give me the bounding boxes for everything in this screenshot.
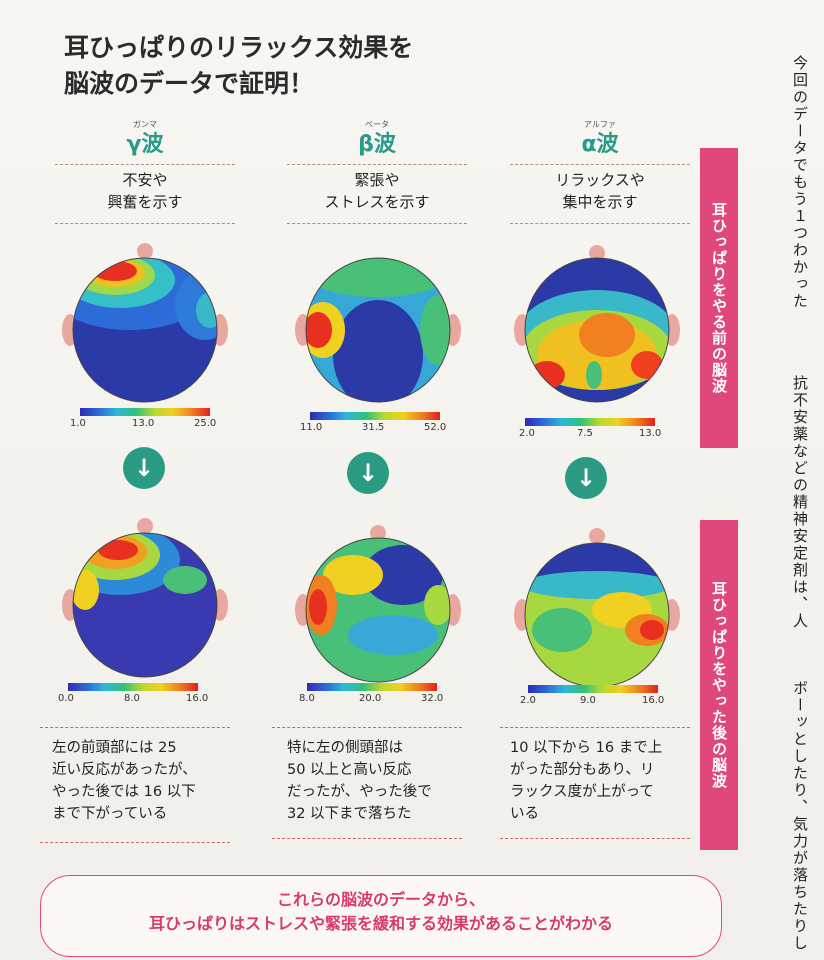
scale-mid: 31.5 [362, 422, 385, 433]
divider [510, 164, 690, 165]
alpha-after-brain-map [512, 520, 682, 695]
scale-min: 0.0 [58, 693, 74, 704]
gamma-ruby: ガンマ [133, 120, 157, 129]
headline-line-2: 脳波のデータで証明！ [64, 69, 315, 98]
alpha-after-scale: 2.0 9.0 16.0 [518, 685, 678, 713]
alpha-caption: 10 以下から 16 まで上 がった部分もあり、リ ラックス度が上がって いる [510, 740, 663, 822]
scale-max: 16.0 [642, 695, 665, 706]
scale-mid: 9.0 [580, 695, 596, 706]
beta-after-brain-map [293, 515, 463, 690]
arrow-down-icon: ↓ [347, 452, 389, 494]
alpha-ruby: アルファ [584, 120, 616, 129]
color-scale-bar [307, 683, 437, 691]
before-band-label: 耳ひっぱりをやる前の脳波 [700, 148, 738, 448]
color-scale-bar [68, 683, 198, 691]
alpha-column-header: アルファ α波 リラックスや 集中を示す [500, 120, 700, 228]
divider [287, 164, 467, 165]
beta-before-scale: 11.0 31.5 52.0 [300, 412, 460, 440]
side-text-1: 今回のデータでもう１つわかった [791, 55, 809, 310]
gamma-description: 不安や 興奮を示す [107, 171, 183, 211]
divider [287, 223, 467, 224]
color-scale-bar [528, 685, 658, 693]
arrow-down-icon: ↓ [565, 457, 607, 499]
scale-min: 1.0 [70, 418, 86, 429]
divider [40, 842, 230, 843]
color-scale-bar [80, 408, 210, 416]
beta-wave-name: β波 [358, 132, 396, 157]
beta-column-header: ベータ β波 緊張や ストレスを示す [277, 120, 477, 228]
color-scale-bar [310, 412, 440, 420]
divider [272, 838, 462, 839]
conclusion-line-2: 耳ひっぱりはストレスや緊張を緩和する効果があることがわかる [148, 914, 613, 933]
scale-mid: 8.0 [124, 693, 140, 704]
gamma-before-scale: 1.0 13.0 25.0 [70, 408, 230, 436]
color-scale-bar [525, 418, 655, 426]
conclusion-line-1: これらの脳波のデータから、 [276, 890, 485, 909]
scale-min: 11.0 [300, 422, 323, 433]
gamma-wave-name: γ波 [126, 132, 164, 157]
side-text-2: 抗不安薬などの精神安定剤は、人 [791, 375, 809, 630]
scale-mid: 13.0 [132, 418, 155, 429]
divider [55, 223, 235, 224]
alpha-description: リラックスや 集中を示す [555, 171, 645, 211]
beta-before-brain-map [293, 235, 463, 410]
scale-max: 25.0 [194, 418, 217, 429]
divider [40, 727, 230, 728]
alpha-before-brain-map [512, 235, 682, 410]
beta-after-scale: 8.0 20.0 32.0 [297, 683, 457, 711]
scale-max: 52.0 [424, 422, 447, 433]
divider [500, 838, 690, 839]
gamma-column-header: ガンマ γ波 不安や 興奮を示す [45, 120, 245, 228]
arrow-down-icon: ↓ [123, 447, 165, 489]
conclusion-box: これらの脳波のデータから、 耳ひっぱりはストレスや緊張を緩和する効果があることが… [40, 875, 722, 957]
scale-max: 32.0 [421, 693, 444, 704]
beta-caption: 特に左の側頭部は 50 以上と高い反応 だったが、やった後で 32 以下まで落ち… [287, 740, 432, 822]
gamma-before-brain-map [60, 235, 230, 410]
scale-min: 8.0 [299, 693, 315, 704]
scale-max: 16.0 [186, 693, 209, 704]
gamma-after-brain-map [60, 510, 230, 685]
scale-mid: 20.0 [359, 693, 382, 704]
side-text-3: ボーッとしたり、気力が落ちたりし [791, 680, 809, 952]
beta-ruby: ベータ [365, 120, 389, 129]
article-headline: 耳ひっぱりのリラックス効果を 脳波のデータで証明！ [64, 30, 484, 102]
gamma-caption: 左の前頭部には 25 近い反応があったが、 やった後では 16 以下 まで下がっ… [52, 740, 197, 822]
divider [510, 223, 690, 224]
scale-min: 2.0 [519, 428, 535, 439]
after-band-label: 耳ひっぱりをやった後の脳波 [700, 520, 738, 850]
scale-mid: 7.5 [577, 428, 593, 439]
gamma-after-scale: 0.0 8.0 16.0 [58, 683, 218, 711]
alpha-before-scale: 2.0 7.5 13.0 [515, 418, 675, 446]
divider [55, 164, 235, 165]
scale-min: 2.0 [520, 695, 536, 706]
divider [500, 727, 690, 728]
beta-description: 緊張や ストレスを示す [324, 171, 430, 211]
headline-line-1: 耳ひっぱりのリラックス効果を [64, 33, 414, 62]
alpha-wave-name: α波 [581, 132, 619, 157]
divider [272, 727, 462, 728]
scale-max: 13.0 [639, 428, 662, 439]
